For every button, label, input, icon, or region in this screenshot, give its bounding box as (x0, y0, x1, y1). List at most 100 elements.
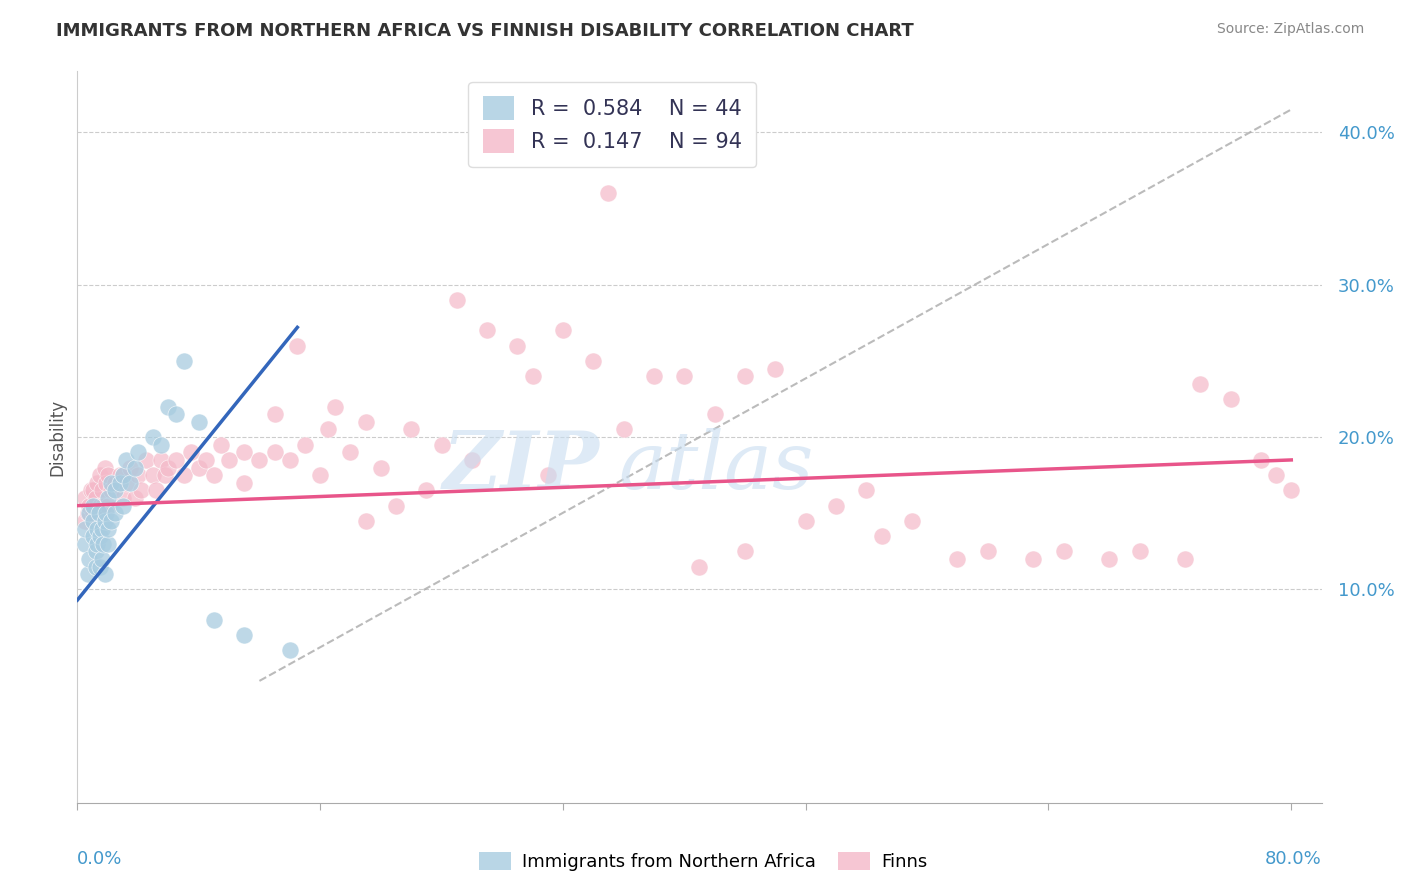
Finns (415, 483, 437, 498)
Point (79, 552, 101, 566)
Point (111, 468, 134, 483)
Point (97, 521, 120, 535)
Point (187, 415, 209, 429)
Point (108, 475, 131, 490)
Point (82, 529, 104, 543)
Finns (946, 552, 969, 566)
Finns (129, 483, 152, 498)
Finns (104, 475, 127, 490)
Finns (385, 499, 408, 513)
Finns (202, 468, 225, 483)
Finns (89, 468, 111, 483)
Finns (86, 475, 108, 490)
Point (90, 552, 112, 566)
Point (97, 537, 120, 551)
Finns (285, 338, 308, 352)
Finns (93, 460, 115, 475)
Y-axis label: Disability: Disability (48, 399, 66, 475)
Point (127, 445, 149, 459)
Finns (211, 438, 233, 452)
Finns (115, 475, 138, 490)
Point (124, 460, 146, 475)
Point (89, 559, 111, 574)
Finns (77, 506, 100, 520)
Finns (461, 453, 484, 467)
Text: atlas: atlas (619, 427, 814, 505)
Finns (763, 361, 786, 376)
Finns (79, 499, 101, 513)
Finns (187, 460, 209, 475)
Point (115, 453, 138, 467)
Text: 80.0%: 80.0% (1265, 850, 1322, 868)
Finns (1022, 552, 1045, 566)
Finns (89, 499, 111, 513)
Point (96, 506, 118, 520)
Finns (870, 529, 893, 543)
Finns (249, 453, 271, 467)
Finns (354, 514, 377, 528)
Finns (551, 323, 574, 337)
Finns (145, 483, 167, 498)
Finns (263, 445, 285, 459)
Finns (977, 544, 1000, 558)
Text: Source: ZipAtlas.com: Source: ZipAtlas.com (1216, 22, 1364, 37)
Finns (1098, 552, 1121, 566)
Point (84, 559, 107, 574)
Point (89, 529, 111, 543)
Point (86, 537, 108, 551)
Text: ZIP: ZIP (443, 427, 600, 505)
Finns (84, 491, 107, 505)
Finns (475, 323, 498, 337)
Finns (323, 400, 346, 414)
Finns (1265, 468, 1288, 483)
Finns (263, 407, 285, 421)
Finns (127, 468, 149, 483)
Finns (643, 369, 665, 384)
Finns (100, 483, 122, 498)
Finns (73, 491, 96, 505)
Finns (316, 422, 339, 436)
Finns (582, 354, 605, 368)
Finns (97, 468, 120, 483)
Finns (173, 468, 195, 483)
Finns (506, 338, 529, 352)
Finns (1189, 376, 1212, 391)
Point (104, 483, 127, 498)
Finns (82, 483, 104, 498)
Finns (180, 445, 202, 459)
Finns (155, 468, 177, 483)
Finns (354, 415, 377, 429)
Finns (233, 445, 256, 459)
Finns (1174, 552, 1197, 566)
Finns (111, 468, 134, 483)
Finns (82, 506, 104, 520)
Point (157, 400, 180, 414)
Finns (294, 438, 316, 452)
Finns (233, 475, 256, 490)
Point (120, 475, 142, 490)
Finns (73, 514, 96, 528)
Finns (370, 460, 392, 475)
Point (233, 628, 256, 642)
Point (149, 438, 172, 452)
Point (100, 475, 122, 490)
Finns (108, 468, 131, 483)
Finns (537, 468, 560, 483)
Finns (1128, 544, 1150, 558)
Point (77, 567, 100, 582)
Finns (1250, 453, 1272, 467)
Point (90, 521, 112, 535)
Text: IMMIGRANTS FROM NORTHERN AFRICA VS FINNISH DISABILITY CORRELATION CHART: IMMIGRANTS FROM NORTHERN AFRICA VS FINNI… (56, 22, 914, 40)
Point (79, 506, 101, 520)
Finns (218, 453, 240, 467)
Finns (309, 468, 332, 483)
Finns (195, 453, 218, 467)
Finns (734, 369, 756, 384)
Finns (111, 491, 134, 505)
Point (82, 514, 104, 528)
Finns (135, 453, 157, 467)
Point (87, 506, 110, 520)
Point (82, 499, 104, 513)
Point (100, 514, 122, 528)
Point (142, 430, 165, 444)
